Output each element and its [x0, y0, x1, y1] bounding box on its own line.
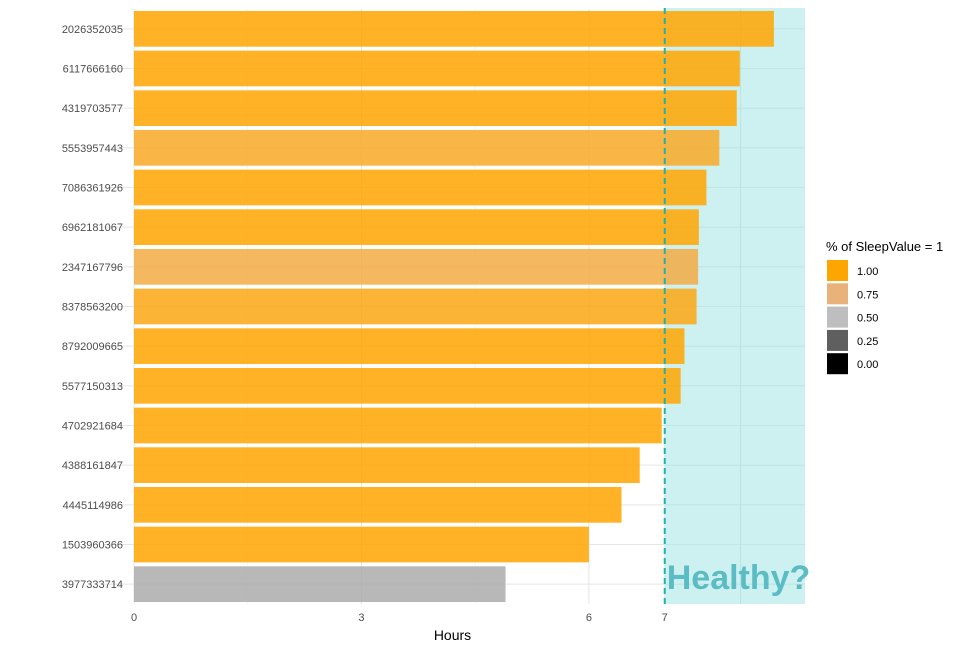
bar	[134, 129, 720, 166]
legend-swatch	[827, 353, 848, 375]
legend-label: 1.00	[857, 266, 878, 278]
healthy-annotation: Healthy?	[667, 559, 811, 597]
y-tick-label: 5553957443	[62, 143, 123, 155]
x-axis-title: Hours	[434, 627, 471, 643]
legend-items: 1.00 0.75 0.50 0.25 0.00	[827, 260, 878, 375]
bar	[134, 90, 737, 127]
legend-label: 0.75	[857, 289, 878, 301]
legend-label: 0.50	[857, 313, 878, 325]
x-tick-label: 7	[662, 612, 668, 624]
bar	[134, 169, 707, 206]
y-tick-label: 4445114986	[63, 500, 123, 512]
bar	[134, 50, 740, 87]
legend-label: 0.25	[857, 336, 878, 348]
y-tick-label: 1503960366	[62, 540, 123, 552]
legend-swatch	[827, 329, 848, 351]
legend-swatch	[827, 260, 848, 281]
legend-title: % of SleepValue = 1	[826, 239, 943, 254]
y-tick-label: 4319703577	[62, 103, 123, 115]
bar	[134, 526, 589, 563]
bar	[134, 209, 699, 246]
legend: % of SleepValue = 1 1.00 0.75 0.50 0.25 0.00	[826, 239, 943, 375]
bars-layer	[134, 10, 774, 603]
y-tick-label: 4702921684	[62, 421, 123, 433]
x-tick-label: 3	[358, 612, 364, 624]
bar	[134, 486, 622, 523]
y-tick-label: 6962181067	[62, 222, 123, 234]
y-tick-label: 2026352035	[62, 24, 123, 36]
x-axis-ticks: 0 3 6 7	[131, 612, 668, 624]
x-tick-label: 0	[131, 612, 137, 624]
legend-label: 0.00	[857, 359, 878, 371]
bar	[134, 566, 506, 603]
y-tick-label: 8378563200	[62, 302, 123, 314]
y-tick-label: 6117666160	[63, 64, 123, 76]
bar	[134, 248, 699, 285]
y-tick-label: 5577150313	[62, 381, 123, 393]
y-tick-label: 8792009665	[62, 341, 123, 353]
legend-swatch	[827, 306, 848, 328]
y-tick-label: 7086361926	[62, 183, 123, 195]
bar	[134, 10, 774, 47]
bar	[134, 288, 697, 325]
y-tick-label: 3977333714	[62, 579, 123, 591]
bar	[134, 447, 640, 484]
bar	[134, 328, 685, 365]
x-tick-label: 6	[586, 612, 592, 624]
y-tick-label: 2347167796	[62, 262, 123, 274]
bar	[134, 407, 662, 444]
y-axis-ticks: 2026352035 6117666160 4319703577 5553957443…	[62, 24, 123, 591]
legend-swatch	[827, 283, 848, 305]
bar	[134, 367, 681, 404]
y-tick-label: 4388161847	[62, 460, 123, 472]
